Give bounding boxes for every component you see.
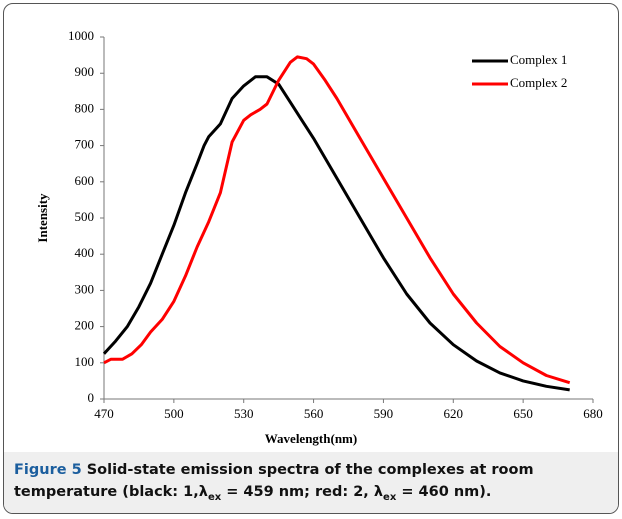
y-tick-label: 200 — [75, 318, 95, 333]
x-tick-label: 500 — [164, 406, 184, 421]
y-tick-label: 600 — [75, 173, 95, 188]
x-tick-label: 530 — [234, 406, 254, 421]
y-tick-label: 900 — [75, 64, 95, 79]
x-tick-label: 650 — [513, 406, 533, 421]
x-axis-label: Wavelength(nm) — [265, 431, 357, 446]
caption-text: = 459 nm; red: 2, λ — [221, 484, 384, 500]
caption-subscript: ex — [383, 491, 397, 503]
caption-text: Solid-state emission spectra of the comp… — [14, 462, 534, 500]
x-tick-label: 620 — [444, 406, 464, 421]
y-tick-label: 400 — [75, 245, 95, 260]
y-tick-label: 1000 — [68, 28, 94, 43]
x-tick-label: 560 — [304, 406, 324, 421]
caption-label: Figure 5 — [14, 462, 82, 478]
legend-label: Complex 1 — [510, 52, 567, 67]
x-tick-label: 680 — [583, 406, 603, 421]
legend-label: Complex 2 — [510, 75, 567, 90]
x-tick-label: 470 — [94, 406, 114, 421]
y-tick-label: 800 — [75, 100, 95, 115]
caption-subscript: ex — [207, 491, 222, 503]
y-tick-label: 500 — [75, 209, 95, 224]
y-tick-label: 100 — [75, 354, 95, 369]
figure: Wavelength(nm) Intensity 0 100 200 300 400 50… — [3, 3, 619, 514]
x-tick-label: 590 — [374, 406, 394, 421]
y-tick-label: 300 — [75, 281, 95, 296]
y-axis-label: Intensity — [35, 193, 50, 243]
chart: Wavelength(nm) Intensity 0 100 200 300 400 50… — [35, 28, 603, 446]
caption-text: = 460 nm). — [396, 484, 492, 500]
line — [103, 55, 571, 385]
line — [102, 75, 570, 392]
caption: Figure 5 Solid-state emission spectra of … — [4, 452, 618, 513]
y-tick-label: 700 — [75, 137, 95, 152]
y-tick-label: 0 — [88, 390, 95, 405]
